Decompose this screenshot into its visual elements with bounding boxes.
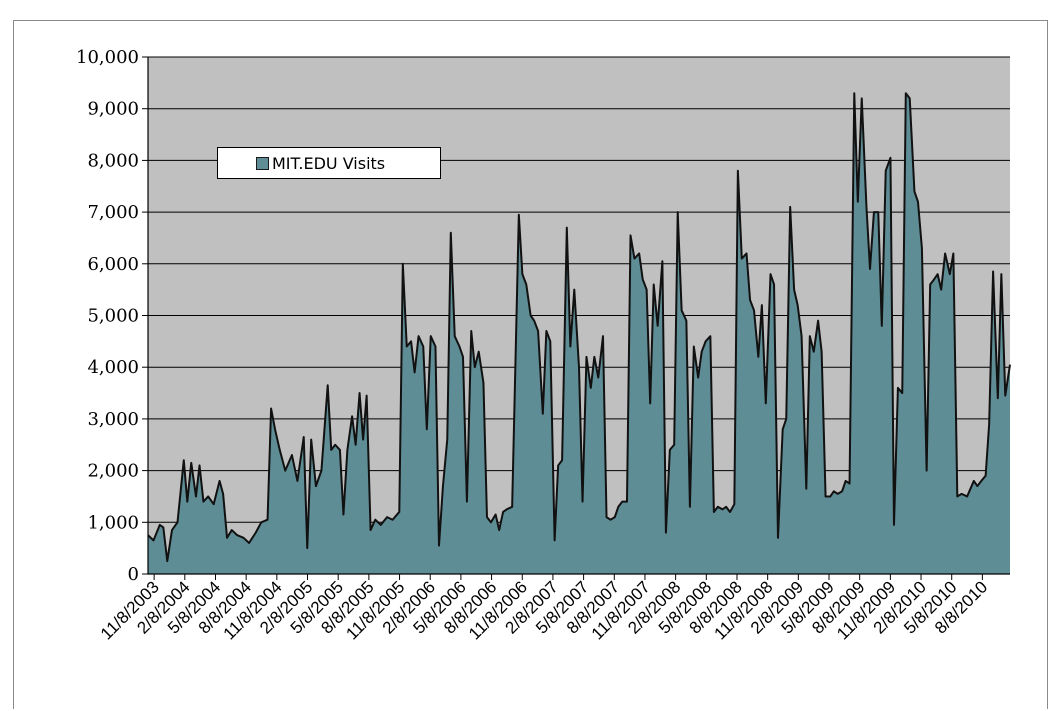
y-axis-ticks: 0 1,000 2,000 3,000 4,000 5,000 6,000 7,000 8,00… [76, 47, 148, 585]
y-tick-label: 0 [128, 564, 139, 585]
y-tick-label: 8,000 [87, 150, 139, 171]
legend-label: MIT.EDU Visits [272, 153, 386, 173]
y-tick-label: 2,000 [87, 461, 139, 482]
y-tick-label: 9,000 [87, 99, 139, 120]
y-tick-label: 6,000 [87, 254, 139, 275]
y-tick-label: 10,000 [76, 47, 139, 68]
y-tick-label: 4,000 [87, 357, 139, 378]
y-tick-label: 5,000 [87, 306, 139, 327]
x-axis-ticks: 11/8/20032/8/20045/8/20048/8/200411/8/20… [97, 574, 991, 643]
visits-line [147, 92, 1011, 563]
y-tick-label: 3,000 [87, 409, 139, 430]
visits-area [148, 93, 1010, 574]
legend: MIT.EDU Visits [217, 147, 441, 179]
y-tick-label: 1,000 [87, 512, 139, 533]
legend-swatch [256, 156, 269, 170]
y-tick-label: 7,000 [87, 202, 139, 223]
